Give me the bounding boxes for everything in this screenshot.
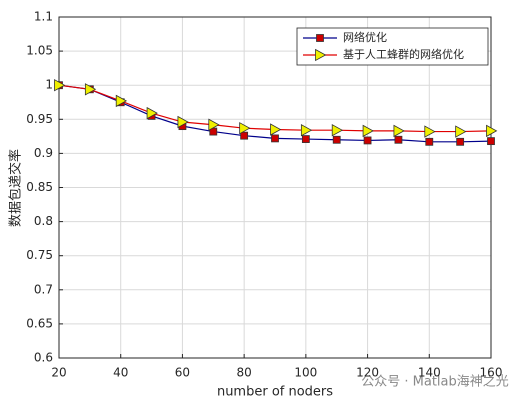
x-tick-label: 160 xyxy=(480,366,503,380)
marker xyxy=(54,79,66,92)
x-tick-label: 20 xyxy=(51,366,66,380)
legend-marker xyxy=(316,34,324,42)
marker xyxy=(271,134,279,143)
marker xyxy=(332,135,341,144)
marker xyxy=(424,125,436,138)
x-tick-label: 60 xyxy=(175,366,190,380)
marker xyxy=(455,125,467,138)
y-tick-label: 0.7 xyxy=(34,282,53,296)
x-tick-label: 120 xyxy=(356,366,379,380)
marker xyxy=(425,137,434,146)
x-tick-label: 100 xyxy=(294,366,317,380)
marker xyxy=(240,131,249,140)
marker xyxy=(177,115,189,129)
marker xyxy=(393,124,405,138)
marker xyxy=(301,135,310,143)
legend-box xyxy=(296,27,489,66)
x-tick-label: 80 xyxy=(237,366,252,380)
legend-marker xyxy=(315,48,327,62)
y-tick-label: 1.05 xyxy=(26,44,53,58)
x-tick-label: 40 xyxy=(113,366,128,380)
marker xyxy=(270,123,282,136)
y-tick-label: 0.85 xyxy=(26,180,53,194)
marker xyxy=(362,124,374,138)
marker xyxy=(115,94,128,108)
y-axis-label: 数据包递交率 xyxy=(8,149,24,227)
marker xyxy=(456,137,465,146)
x-axis-label: number of noders xyxy=(217,385,333,400)
marker xyxy=(84,83,97,96)
marker xyxy=(394,135,403,144)
y-tick-label: 0.95 xyxy=(26,112,53,126)
plot-frame xyxy=(58,16,492,359)
y-tick-label: 1.1 xyxy=(34,10,53,24)
marker xyxy=(300,124,313,137)
marker xyxy=(487,137,495,146)
marker xyxy=(486,124,498,138)
legend-label: 基于人工蜂群的网络优化 xyxy=(343,47,464,61)
watermark: 公众号 · Matlab海神之光 xyxy=(361,375,509,390)
marker xyxy=(208,118,220,131)
y-tick-label: 0.65 xyxy=(26,316,53,330)
marker xyxy=(239,121,251,135)
y-tick-label: 1 xyxy=(45,78,53,92)
marker xyxy=(146,106,158,120)
y-tick-label: 0.8 xyxy=(34,214,53,228)
marker xyxy=(331,124,344,137)
legend-label: 网络优化 xyxy=(343,30,387,44)
y-tick-label: 0.9 xyxy=(34,146,53,160)
marker xyxy=(363,136,372,145)
y-tick-label: 0.75 xyxy=(26,248,53,262)
y-tick-label: 0.6 xyxy=(34,351,53,365)
x-tick-label: 140 xyxy=(418,366,441,380)
